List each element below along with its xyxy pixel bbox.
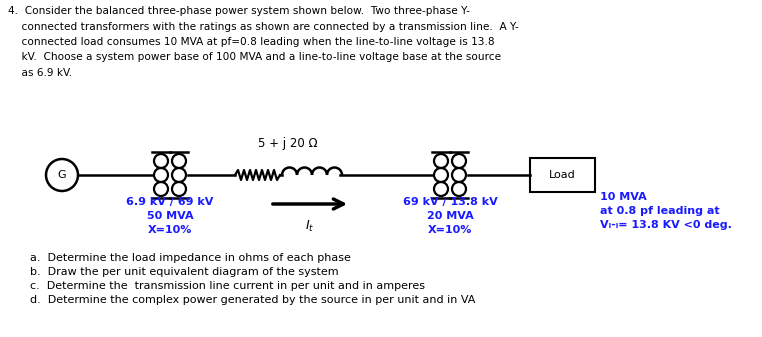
Text: Load: Load xyxy=(549,170,576,180)
Text: 69 kV / 13.8 kV: 69 kV / 13.8 kV xyxy=(402,197,498,207)
Text: as 6.9 kV.: as 6.9 kV. xyxy=(8,68,72,78)
Text: kV.  Choose a system power base of 100 MVA and a line-to-line voltage base at th: kV. Choose a system power base of 100 MV… xyxy=(8,53,501,62)
Text: a.  Determine the load impedance in ohms of each phase: a. Determine the load impedance in ohms … xyxy=(30,253,351,263)
Text: 50 MVA: 50 MVA xyxy=(147,211,194,221)
Text: 4.  Consider the balanced three-phase power system shown below.  Two three-phase: 4. Consider the balanced three-phase pow… xyxy=(8,6,470,16)
Text: 20 MVA: 20 MVA xyxy=(427,211,473,221)
Text: 6.9 kV / 69 kV: 6.9 kV / 69 kV xyxy=(126,197,213,207)
Text: connected load consumes 10 MVA at pf=0.8 leading when the line-to-line voltage i: connected load consumes 10 MVA at pf=0.8… xyxy=(8,37,495,47)
Text: X=10%: X=10% xyxy=(427,225,472,235)
Text: G: G xyxy=(58,170,66,180)
Text: d.  Determine the complex power generated by the source in per unit and in VA: d. Determine the complex power generated… xyxy=(30,295,475,305)
Text: X=10%: X=10% xyxy=(148,225,192,235)
Text: connected transformers with the ratings as shown are connected by a transmission: connected transformers with the ratings … xyxy=(8,22,519,31)
Text: 5 + j 20 Ω: 5 + j 20 Ω xyxy=(258,137,317,150)
Text: c.  Determine the  transmission line current in per unit and in amperes: c. Determine the transmission line curre… xyxy=(30,281,425,291)
Text: at 0.8 pf leading at: at 0.8 pf leading at xyxy=(600,206,719,216)
Text: 10 MVA: 10 MVA xyxy=(600,192,647,202)
Bar xyxy=(530,158,595,192)
Text: I$_t$: I$_t$ xyxy=(306,219,315,234)
Text: b.  Draw the per unit equivalent diagram of the system: b. Draw the per unit equivalent diagram … xyxy=(30,267,338,277)
Text: Vₗ-ₗ= 13.8 KV <0 deg.: Vₗ-ₗ= 13.8 KV <0 deg. xyxy=(600,220,732,230)
